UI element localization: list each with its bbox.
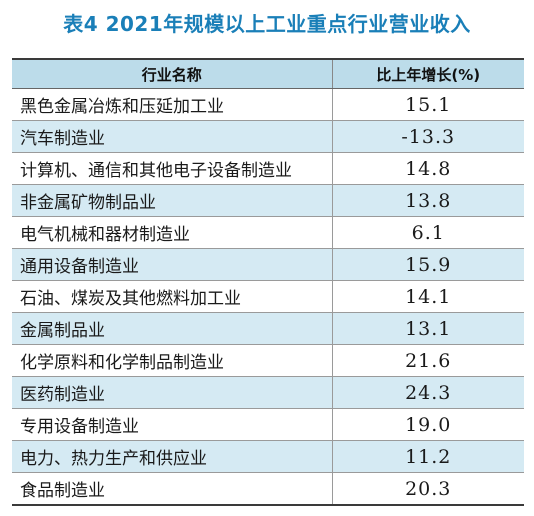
table-row: 汽车制造业 -13.3 bbox=[12, 120, 524, 153]
table-row: 化学原料和化学制品制造业 21.6 bbox=[12, 344, 524, 377]
table-row: 通用设备制造业 15.9 bbox=[12, 248, 524, 281]
growth-rate-cell: 20.3 bbox=[405, 477, 452, 500]
industry-name-cell: 电气机械和器材制造业 bbox=[12, 216, 333, 249]
growth-rate-cell: 13.8 bbox=[332, 184, 524, 217]
header-industry-name: 行业名称 bbox=[12, 59, 333, 89]
industry-name-cell: 非金属矿物制品业 bbox=[12, 184, 333, 217]
growth-rate-cell: 14.1 bbox=[332, 280, 524, 313]
table-row: 电力、热力生产和供应业 11.2 bbox=[12, 440, 524, 473]
industry-name-cell: 专用设备制造业 bbox=[12, 408, 333, 441]
table-row: 金属制品业 13.1 bbox=[12, 312, 524, 345]
header-row: 行业名称 比上年增长(%) bbox=[12, 59, 524, 89]
table-row: 石油、煤炭及其他燃料加工业 14.1 bbox=[12, 280, 524, 313]
industry-name-cell: 医药制造业 bbox=[12, 376, 333, 409]
table-row: 专用设备制造业 19.0 bbox=[12, 408, 524, 441]
industry-name-cell: 电力、热力生产和供应业 bbox=[12, 440, 333, 473]
table-row: 医药制造业 24.3 bbox=[12, 376, 524, 409]
growth-rate-cell: 6.1 bbox=[332, 216, 524, 249]
growth-rate-cell: 24.3 bbox=[332, 376, 524, 409]
growth-rate-cell: 15.9 bbox=[332, 248, 524, 281]
industry-name-cell: 通用设备制造业 bbox=[12, 248, 333, 281]
industry-name-cell: 计算机、通信和其他电子设备制造业 bbox=[12, 152, 333, 185]
growth-rate-cell: 14.8 bbox=[332, 152, 524, 185]
industry-name-cell: 石油、煤炭及其他燃料加工业 bbox=[12, 280, 333, 313]
table-row: 计算机、通信和其他电子设备制造业 14.8 bbox=[12, 152, 524, 185]
industry-name-cell: 黑色金属冶炼和压延加工业 bbox=[12, 88, 333, 121]
growth-rate-cell: 13.1 bbox=[332, 312, 524, 345]
growth-rate-cell: 15.1 bbox=[332, 88, 524, 121]
table-row: 食品制造业 20.3 bbox=[12, 472, 524, 505]
revenue-table: 行业名称 比上年增长(%) 黑色金属冶炼和压延加工业 15.1 汽车制造业 -1… bbox=[12, 58, 524, 506]
industry-name-cell: 金属制品业 bbox=[12, 312, 333, 345]
header-growth-rate: 比上年增长(%) bbox=[332, 59, 524, 89]
growth-rate-cell: 21.6 bbox=[332, 344, 524, 377]
table-row: 非金属矿物制品业 13.8 bbox=[12, 184, 524, 217]
industry-name-cell: 食品制造业 bbox=[12, 472, 333, 505]
growth-rate-cell: -13.3 bbox=[332, 120, 524, 153]
industry-name-cell: 汽车制造业 bbox=[12, 120, 333, 153]
table-body: 黑色金属冶炼和压延加工业 15.1 汽车制造业 -13.3 计算机、通信和其他电… bbox=[12, 88, 524, 505]
growth-rate-cell: 11.2 bbox=[332, 440, 524, 473]
industry-name-cell: 化学原料和化学制品制造业 bbox=[12, 344, 333, 377]
growth-rate-cell: 19.0 bbox=[332, 408, 524, 441]
table-row: 电气机械和器材制造业 6.1 bbox=[12, 216, 524, 249]
table-row: 黑色金属冶炼和压延加工业 15.1 bbox=[12, 88, 524, 121]
table-title: 表4 2021年规模以上工业重点行业营业收入 bbox=[63, 12, 471, 36]
